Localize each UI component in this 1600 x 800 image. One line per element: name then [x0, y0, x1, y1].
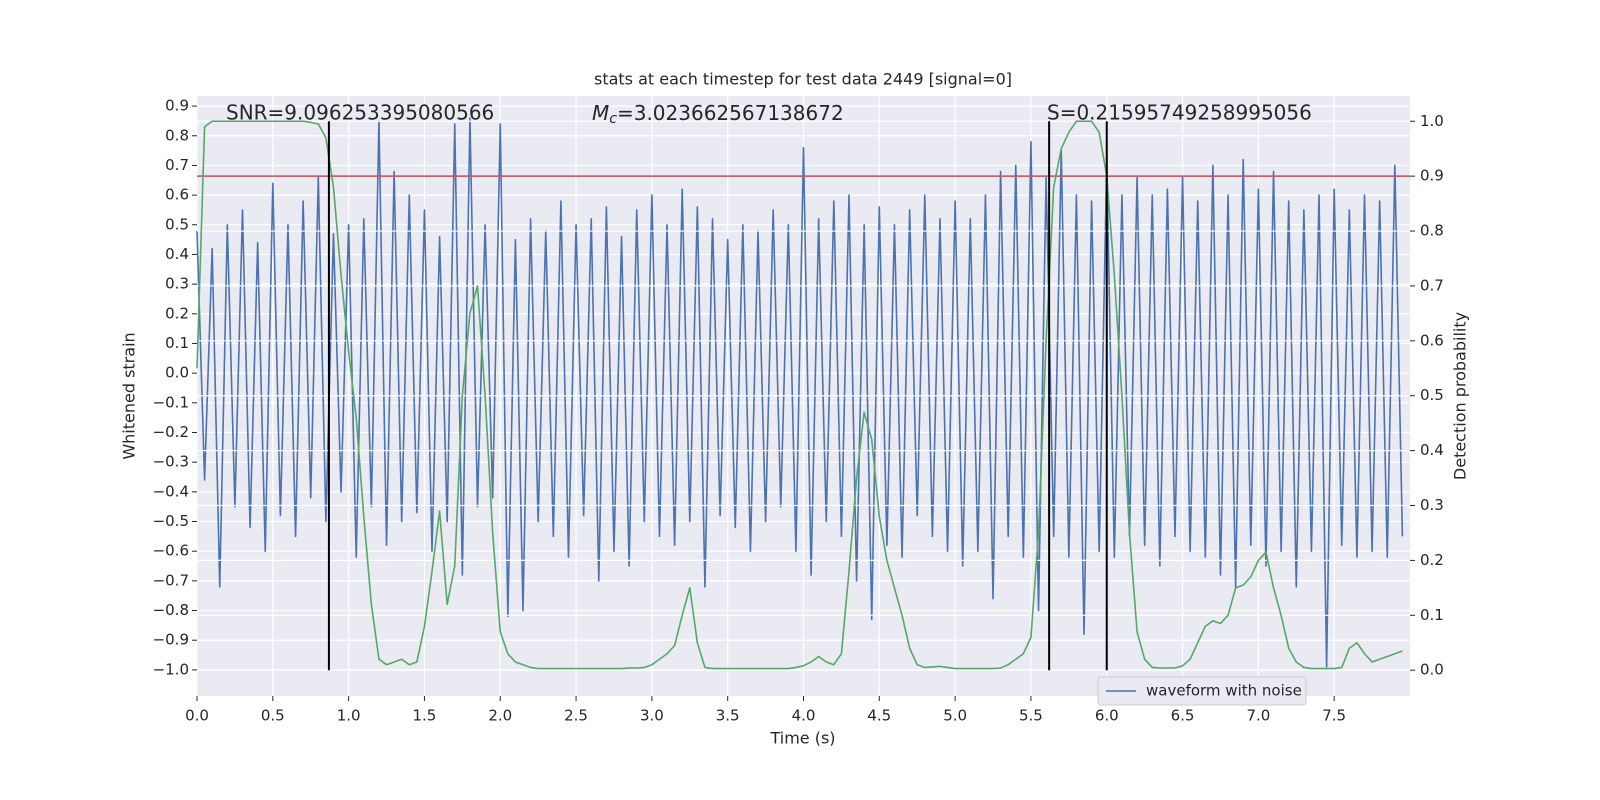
y-tick-label: −0.2: [153, 423, 189, 441]
series-line: [196, 120, 1403, 670]
x-tick-label: 7.0: [1246, 707, 1270, 725]
x-tick-label: 0.5: [261, 707, 285, 725]
annotation-subscript: c: [609, 111, 617, 127]
y-tick-label: −1.0: [153, 660, 189, 678]
x-tick-label: 5.0: [943, 707, 967, 725]
y-tick-label: −0.8: [153, 601, 189, 619]
y2-tick-label: 1.0: [1420, 112, 1444, 130]
chart-title: stats at each timestep for test data 244…: [594, 70, 1012, 89]
y-tick-label: 0.4: [165, 245, 189, 263]
x-tick-label: 7.5: [1322, 707, 1346, 725]
x-tick-label: 3.5: [716, 707, 740, 725]
y-tick-label: −0.5: [153, 512, 189, 530]
annotation: Mc=3.023662567138672: [592, 101, 844, 128]
y-tick-label: 0.6: [165, 186, 189, 204]
y-tick-label: 0.3: [165, 275, 189, 293]
x-tick-label: 5.5: [1019, 707, 1043, 725]
x-tick-label: 0.0: [185, 707, 209, 725]
y-tick-label: 0.9: [165, 97, 189, 115]
x-tick-label: 1.0: [337, 707, 361, 725]
x-axis-label: Time (s): [769, 729, 835, 748]
annotation: S=0.21595749258995056: [1047, 101, 1312, 125]
y-tick-label: −0.9: [153, 631, 189, 649]
y2-tick-label: 0.0: [1420, 661, 1444, 679]
y-tick-label: −0.3: [153, 453, 189, 471]
y2-tick-label: 0.3: [1420, 496, 1444, 514]
legend-label: waveform with noise: [1146, 682, 1302, 700]
legend-box: [1097, 676, 1307, 706]
y-tick-label: 0.1: [165, 334, 189, 352]
x-tick-label: 6.0: [1095, 707, 1119, 725]
y2-tick-label: 0.2: [1420, 551, 1444, 569]
y2-tick-label: 0.8: [1420, 222, 1444, 240]
y2-axis-label: Detection probability: [1451, 312, 1470, 480]
x-tick-label: 2.5: [564, 707, 588, 725]
annotation-symbol: M: [592, 101, 609, 125]
y2-tick-label: 0.4: [1420, 441, 1444, 459]
y2-tick-label: 0.7: [1420, 276, 1444, 294]
x-tick-label: 4.0: [792, 707, 816, 725]
y-tick-label: −0.1: [153, 393, 189, 411]
x-tick-label: 4.5: [867, 707, 891, 725]
annotation-value: =3.023662567138672: [617, 101, 844, 125]
y-tick-label: 0.5: [165, 215, 189, 233]
y-axis-label: Whitened strain: [120, 332, 139, 459]
x-tick-label: 6.5: [1171, 707, 1195, 725]
y-tick-label: −0.4: [153, 482, 189, 500]
y-tick-label: 0.7: [165, 156, 189, 174]
x-tick-label: 3.0: [640, 707, 664, 725]
y2-tick-label: 0.6: [1420, 331, 1444, 349]
y-tick-label: 0.8: [165, 126, 189, 144]
x-tick-label: 2.0: [488, 707, 512, 725]
y2-tick-label: 0.5: [1420, 386, 1444, 404]
y2-tick-label: 0.1: [1420, 606, 1444, 624]
annotation: SNR=9.096253395080566: [226, 101, 494, 125]
y-tick-label: 0.2: [165, 304, 189, 322]
y2-tick-label: 0.9: [1420, 167, 1444, 185]
x-tick-label: 1.5: [413, 707, 437, 725]
y-tick-label: −0.6: [153, 542, 189, 560]
y-tick-label: −0.7: [153, 571, 189, 589]
y-tick-label: 0.0: [165, 364, 189, 382]
series-line: [196, 117, 1404, 668]
